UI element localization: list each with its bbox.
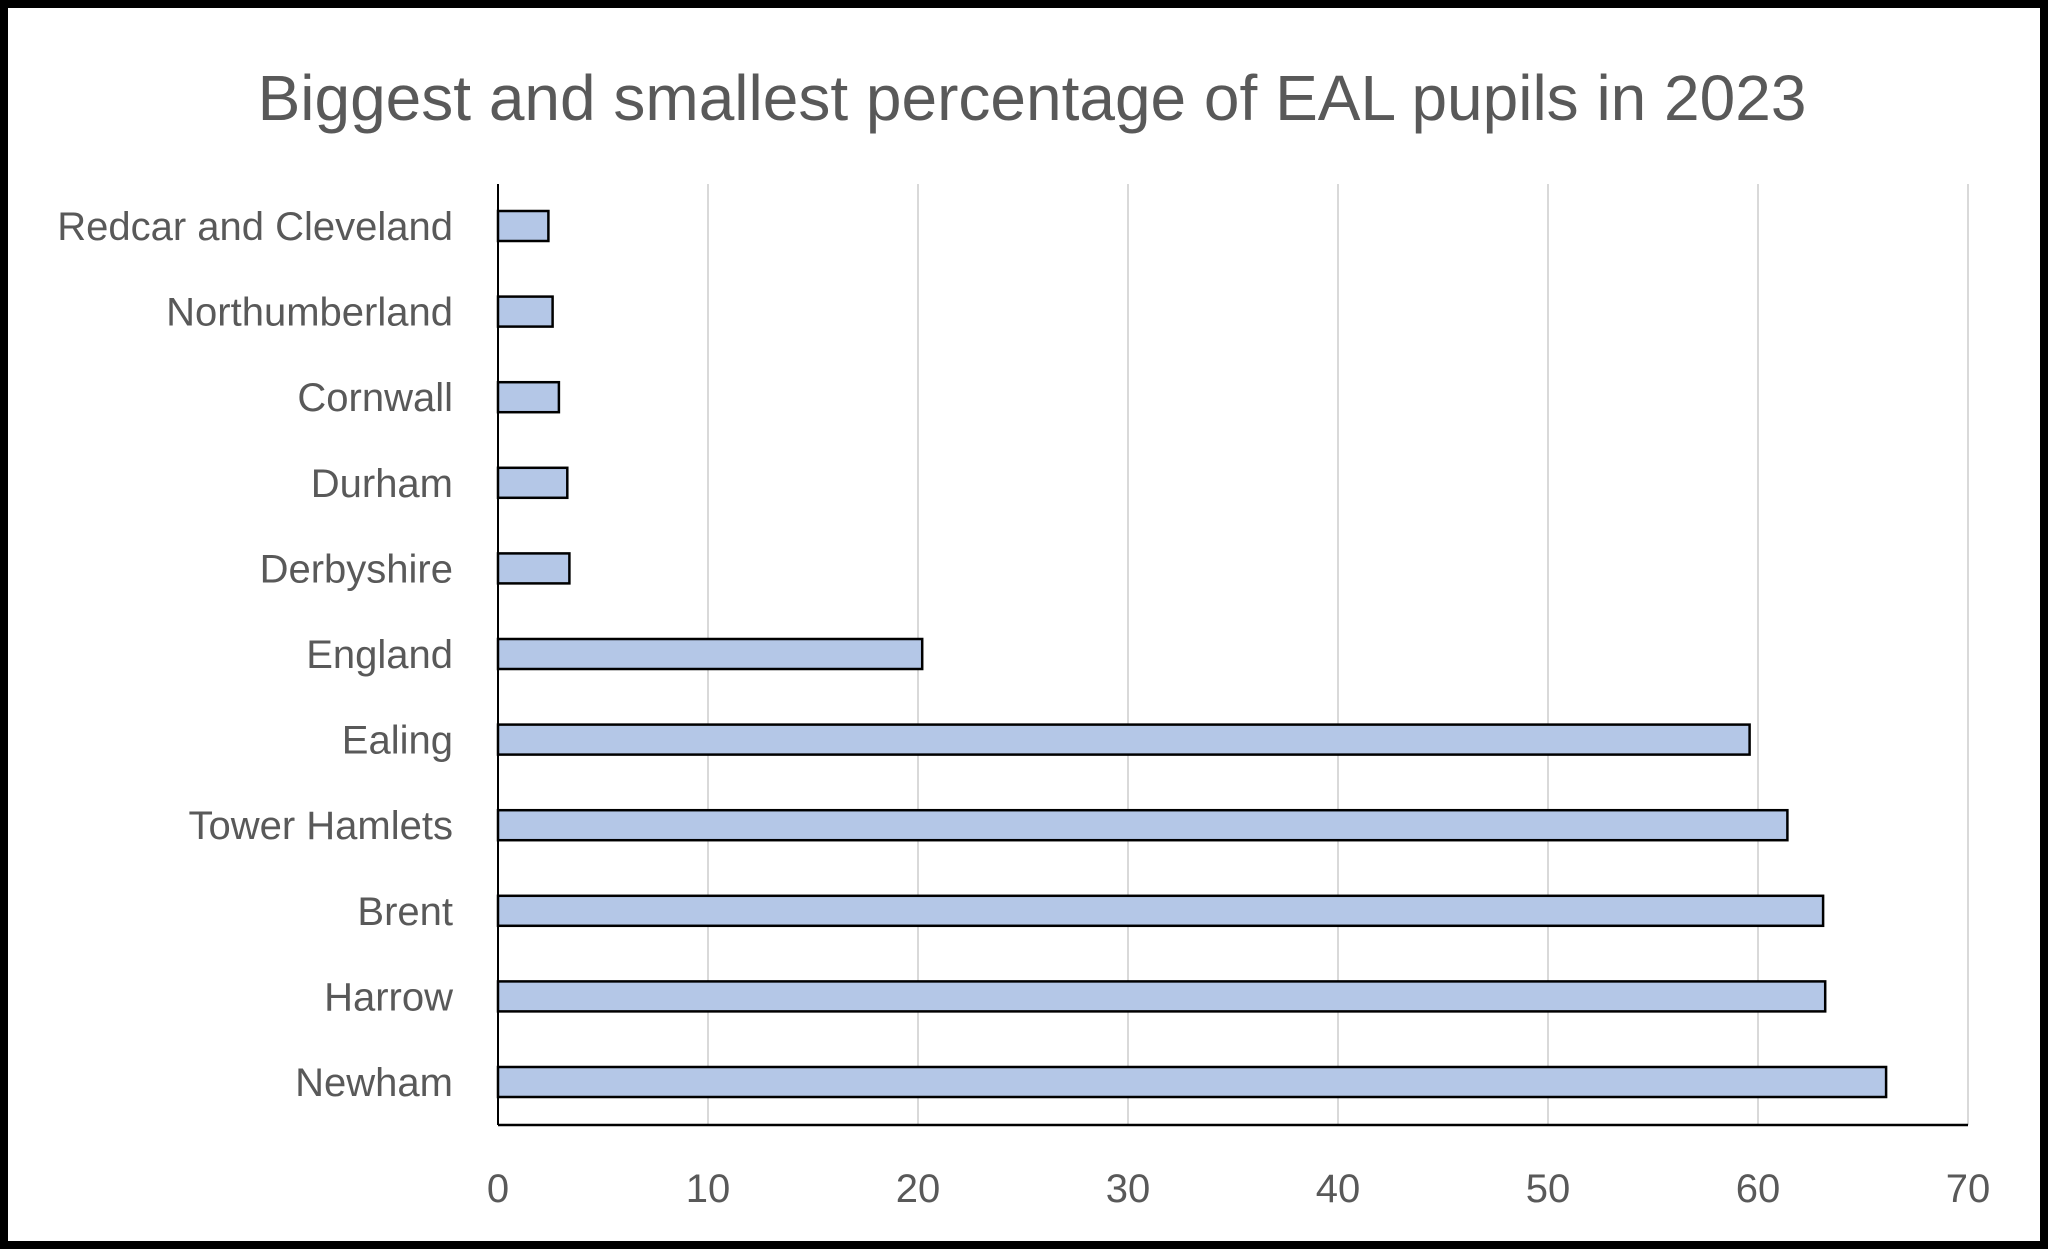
x-tick-label: 0 — [487, 1167, 509, 1211]
bar-derbyshire — [496, 552, 571, 585]
x-tick-label: 70 — [1946, 1167, 1991, 1211]
bar-tower-hamlets — [496, 808, 1789, 842]
category-label: Derbyshire — [260, 547, 453, 591]
category-label: Durham — [311, 462, 453, 506]
bar-england — [496, 637, 924, 671]
x-tick-label: 10 — [686, 1167, 731, 1211]
x-tick-label: 30 — [1106, 1167, 1151, 1211]
category-label: Brent — [357, 890, 453, 934]
category-label: Harrow — [324, 975, 453, 1019]
category-label: Redcar and Cleveland — [57, 205, 453, 249]
bar-brent — [496, 894, 1825, 928]
bar-northumberland — [496, 295, 554, 328]
category-label: Newham — [295, 1061, 453, 1105]
category-label: Ealing — [342, 719, 453, 763]
category-label: England — [306, 633, 453, 677]
category-label: Cornwall — [297, 376, 453, 420]
bar-ealing — [496, 723, 1751, 756]
x-tick-label: 40 — [1316, 1167, 1361, 1211]
bar-durham — [496, 466, 569, 500]
x-tick-label: 20 — [896, 1167, 941, 1211]
bar-redcar-and-cleveland — [496, 209, 550, 243]
category-label: Tower Hamlets — [188, 804, 453, 848]
x-tick-label: 50 — [1526, 1167, 1571, 1211]
category-label: Northumberland — [166, 291, 453, 335]
chart-title: Biggest and smallest percentage of EAL p… — [257, 62, 1807, 134]
bar-newham — [496, 1065, 1888, 1099]
x-tick-label: 60 — [1736, 1167, 1781, 1211]
bar-harrow — [496, 980, 1827, 1013]
bar-cornwall — [496, 380, 561, 414]
